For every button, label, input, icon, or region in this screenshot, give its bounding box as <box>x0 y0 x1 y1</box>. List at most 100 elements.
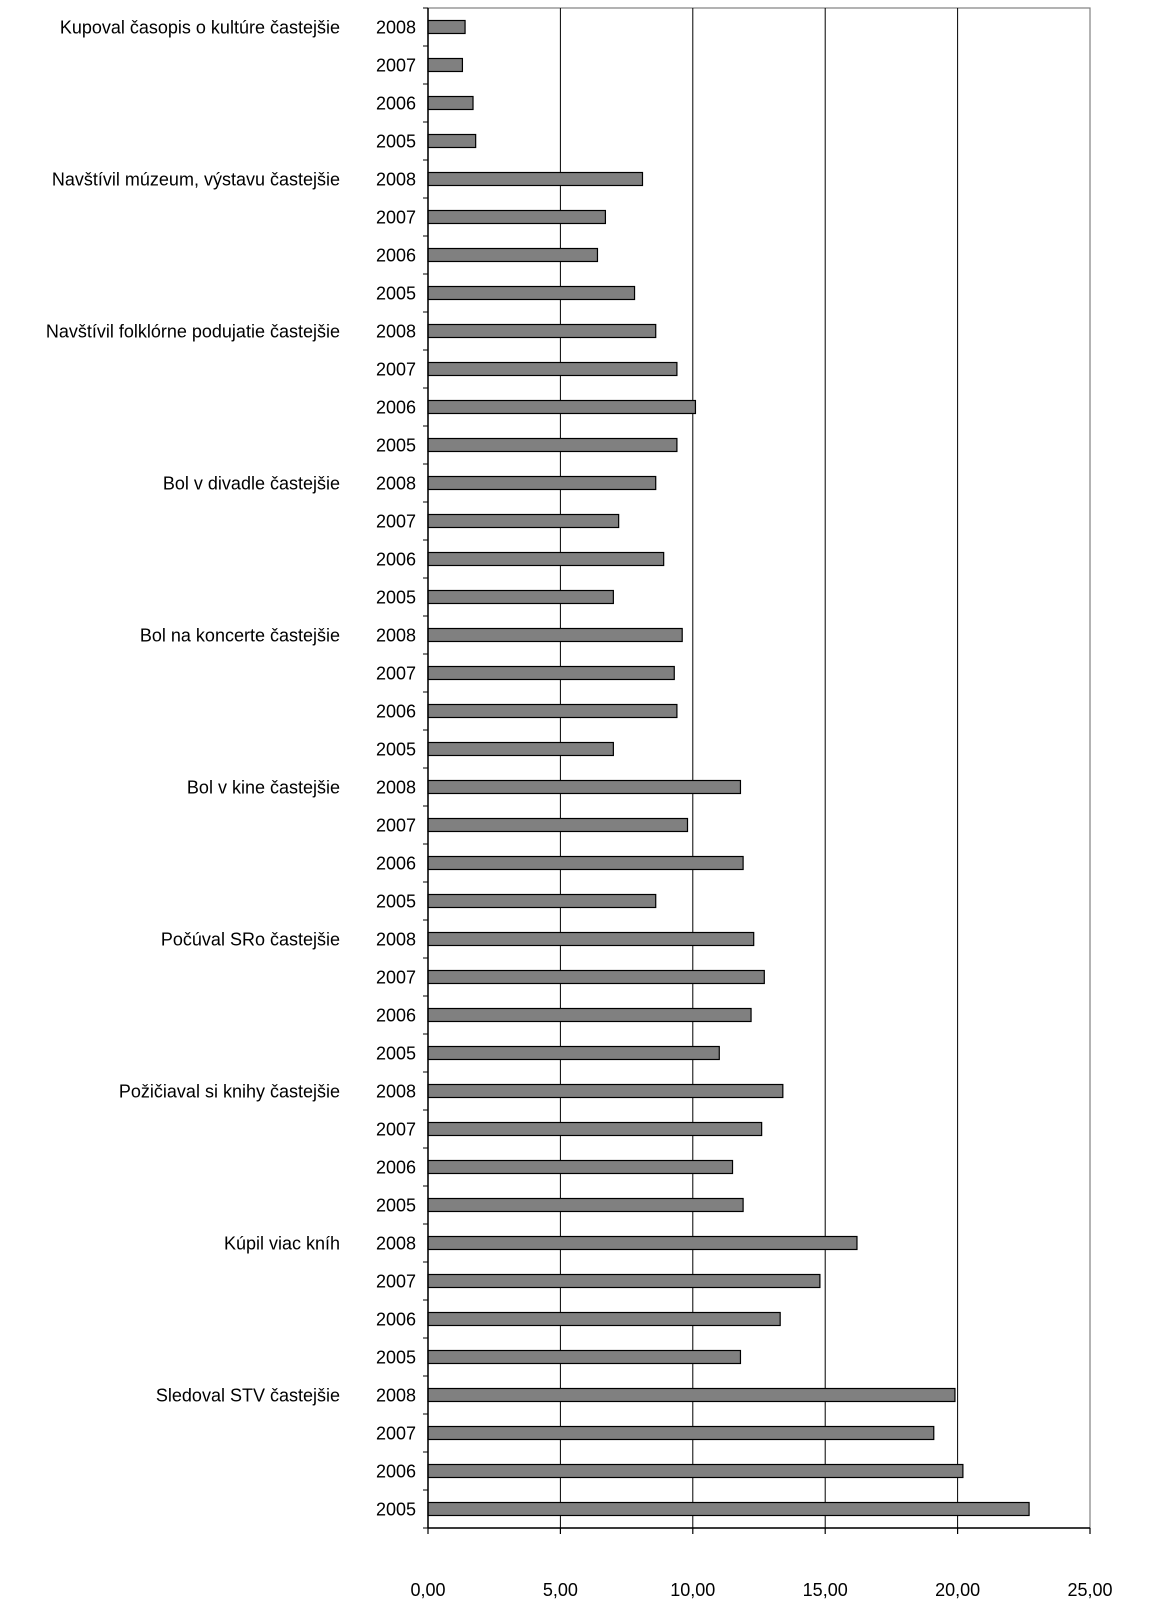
bar <box>427 1501 1030 1517</box>
bar <box>427 1007 752 1023</box>
y-tick-label-year: 2005 <box>376 740 416 760</box>
y-tick-label-year: 2007 <box>376 664 416 684</box>
y-tick-label-year: 2005 <box>376 284 416 304</box>
bar <box>427 1425 935 1441</box>
x-tick-label: 25,00 <box>1067 1580 1112 1600</box>
y-tick-label-year: 2006 <box>376 94 416 114</box>
bar <box>427 1197 744 1213</box>
bar <box>427 19 466 35</box>
bar <box>427 627 683 643</box>
y-tick-label-year: 2005 <box>376 1348 416 1368</box>
y-tick-label-year: 2007 <box>376 208 416 228</box>
bar <box>427 247 599 263</box>
y-tick-label-year: 2005 <box>376 588 416 608</box>
bar <box>427 551 665 567</box>
y-tick-label-year: 2006 <box>376 702 416 722</box>
bar <box>427 1121 763 1137</box>
bar <box>427 931 755 947</box>
y-tick-label-year: 2005 <box>376 1196 416 1216</box>
bar <box>427 361 678 377</box>
y-tick-label-year: 2008 <box>376 1234 416 1254</box>
x-tick-label: 5,00 <box>543 1580 578 1600</box>
y-tick-label-group: Požičiaval si knihy častejšie <box>119 1082 340 1102</box>
y-tick-label-group: Bol v kine častejšie <box>187 778 340 798</box>
bar <box>427 1273 821 1289</box>
x-tick-label: 0,00 <box>410 1580 445 1600</box>
bar <box>427 1235 858 1251</box>
y-tick-label-year: 2007 <box>376 968 416 988</box>
y-tick-label-year: 2006 <box>376 1462 416 1482</box>
bar <box>427 1045 720 1061</box>
y-axis <box>423 7 429 1529</box>
y-tick-label-year: 2008 <box>376 626 416 646</box>
y-tick-label-year: 2006 <box>376 1006 416 1026</box>
bar <box>427 133 477 149</box>
bar <box>427 209 607 225</box>
y-tick-label-year: 2008 <box>376 170 416 190</box>
bar <box>427 893 657 909</box>
bar <box>427 1349 742 1365</box>
y-tick-label-year: 2007 <box>376 360 416 380</box>
y-tick-label-year: 2008 <box>376 322 416 342</box>
y-tick-label-year: 2007 <box>376 56 416 76</box>
x-axis <box>427 1527 1091 1534</box>
y-tick-label-year: 2005 <box>376 1500 416 1520</box>
y-tick-label-year: 2005 <box>376 1044 416 1064</box>
y-tick-label-group: Bol v divadle častejšie <box>163 474 340 494</box>
bar <box>427 589 614 605</box>
bar <box>427 513 620 529</box>
bar <box>427 285 636 301</box>
y-tick-label-year: 2008 <box>376 474 416 494</box>
bar <box>427 741 614 757</box>
bar <box>427 475 657 491</box>
y-tick-label-year: 2007 <box>376 512 416 532</box>
bar <box>427 855 744 871</box>
bar <box>427 323 657 339</box>
y-tick-label-year: 2006 <box>376 1310 416 1330</box>
y-axis-labels: 2008 Kupoval časopis o kultúre častejšie 2… <box>46 18 416 1520</box>
bar <box>427 399 697 415</box>
x-tick-label: 20,00 <box>935 1580 980 1600</box>
bar <box>427 665 675 681</box>
y-tick-label-year: 2008 <box>376 18 416 38</box>
bar <box>427 57 464 73</box>
bar <box>427 95 474 111</box>
bar <box>427 779 742 795</box>
bar <box>427 1311 781 1327</box>
y-tick-label-year: 2006 <box>376 854 416 874</box>
y-tick-label-group: Kúpil viac kníh <box>224 1234 340 1254</box>
y-tick-label-year: 2008 <box>376 778 416 798</box>
bar-series <box>427 19 1030 1517</box>
y-tick-label-year: 2007 <box>376 816 416 836</box>
y-tick-label-year: 2006 <box>376 550 416 570</box>
plot-area-border <box>427 7 1091 1529</box>
y-tick-label-year: 2007 <box>376 1272 416 1292</box>
y-tick-label-year: 2005 <box>376 892 416 912</box>
bar <box>427 969 765 985</box>
bar <box>427 1159 734 1175</box>
bar <box>427 437 678 453</box>
bar <box>427 1463 964 1479</box>
y-tick-label-group: Počúval SRo častejšie <box>161 930 340 950</box>
y-tick-label-group: Kupoval časopis o kultúre častejšie <box>60 18 340 38</box>
bar <box>427 171 644 187</box>
x-tick-label: 15,00 <box>803 1580 848 1600</box>
y-tick-label-year: 2007 <box>376 1120 416 1140</box>
y-tick-label-group: Navštívil múzeum, výstavu častejšie <box>52 170 340 190</box>
y-tick-label-group: Navštívil folklórne podujatie častejšie <box>46 322 340 342</box>
bar <box>427 1083 784 1099</box>
x-tick-label: 10,00 <box>670 1580 715 1600</box>
bar <box>427 817 689 833</box>
y-tick-label-year: 2006 <box>376 246 416 266</box>
y-tick-label-year: 2008 <box>376 930 416 950</box>
bar <box>427 1387 956 1403</box>
gridlines <box>559 8 959 1528</box>
bar <box>427 703 678 719</box>
y-tick-label-year: 2008 <box>376 1386 416 1406</box>
y-tick-label-year: 2005 <box>376 436 416 456</box>
y-tick-label-year: 2006 <box>376 398 416 418</box>
y-tick-label-group: Bol na koncerte častejšie <box>140 626 340 646</box>
y-tick-label-group: Sledoval STV častejšie <box>156 1386 340 1406</box>
